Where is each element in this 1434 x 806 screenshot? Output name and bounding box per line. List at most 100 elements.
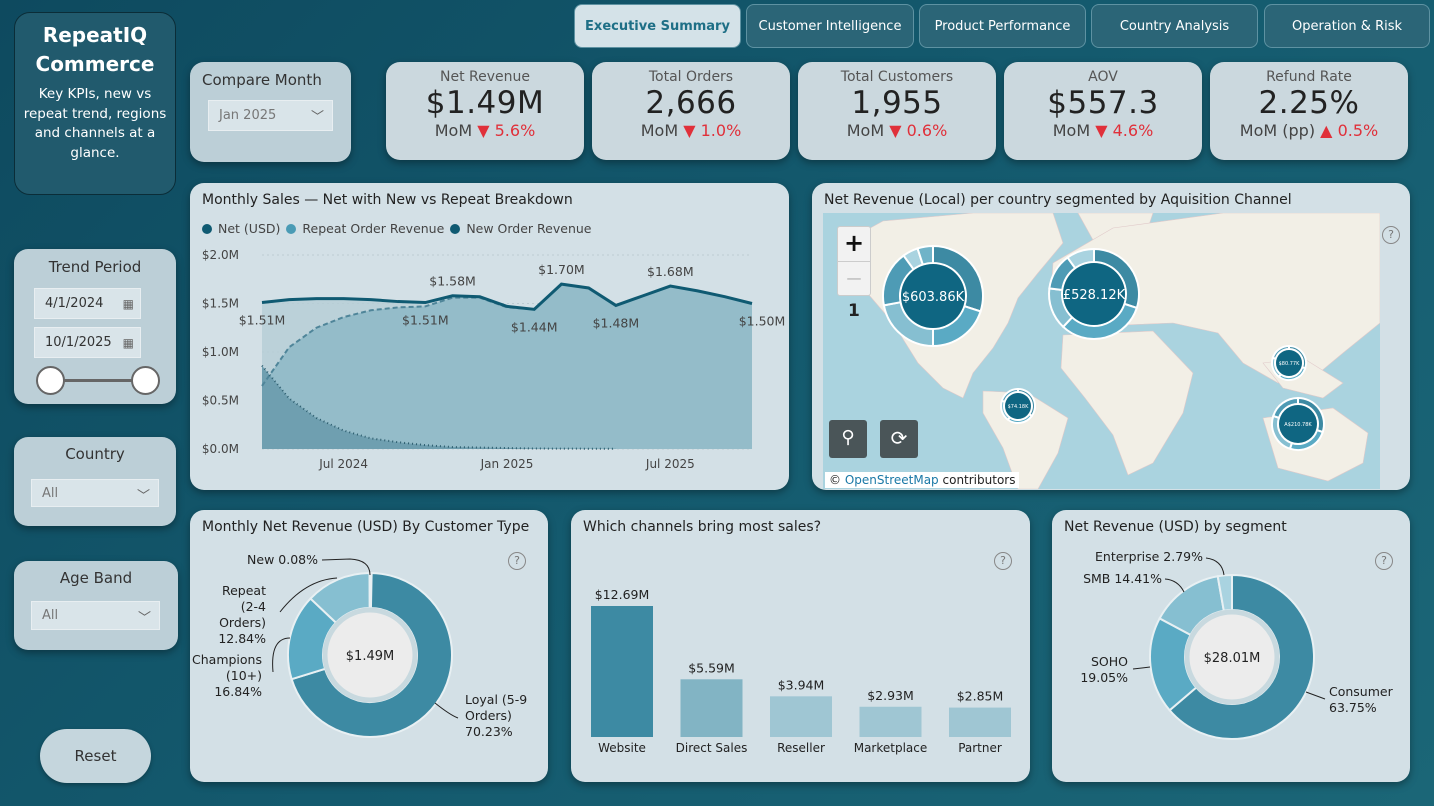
kpi-total-orders: Total Orders 2,666 MoM ▼ 1.0%: [592, 62, 790, 160]
chart-title: Monthly Sales — Net with New vs Repeat B…: [202, 192, 573, 208]
arrow-up-icon: ▲: [1320, 121, 1333, 140]
arrow-down-icon: ▼: [477, 121, 490, 140]
legend-net[interactable]: Net (USD): [218, 221, 281, 236]
country-value: All: [42, 485, 59, 501]
brand-title-1: RepeatIQ: [42, 23, 148, 47]
legend-repeat[interactable]: Repeat Order Revenue: [302, 221, 445, 236]
tab-operation-risk[interactable]: Operation & Risk: [1264, 4, 1430, 48]
country-bubble-label: $74.18K: [1008, 404, 1029, 410]
country-label: Country: [65, 445, 125, 463]
calendar-icon[interactable]: ▦: [122, 296, 134, 311]
kpi-label: Refund Rate: [1266, 69, 1352, 85]
lasso-icon[interactable]: ⚲: [829, 420, 867, 458]
osm-link[interactable]: OpenStreetMap: [844, 473, 939, 487]
tab-country-analysis[interactable]: Country Analysis: [1091, 4, 1258, 48]
brand-subtitle: Key KPIs, new vs repeat trend, regions a…: [23, 86, 167, 161]
country-bubble-center: [901, 264, 965, 328]
kpi-label: Total Customers: [840, 69, 954, 85]
chart-title: Net Revenue (USD) by segment: [1064, 519, 1287, 535]
zoom-out-button[interactable]: —: [846, 269, 862, 287]
tab-customer-intelligence[interactable]: Customer Intelligence: [746, 4, 914, 48]
compare-month-dropdown[interactable]: Jan 2025 ﹀: [208, 100, 333, 131]
zoom-controls: + —: [837, 226, 871, 296]
kpi-value: $557.3: [1047, 85, 1159, 121]
slider-track: [50, 379, 146, 382]
legend: Net (USD) Repeat Order Revenue New Order…: [202, 221, 591, 236]
country-bubble-segment: [916, 244, 934, 266]
country-bubble-label: A$210.78K: [1284, 422, 1312, 428]
channels-card: Which channels bring most sales? ?: [571, 510, 1030, 782]
end-date-value: 10/1/2025: [45, 335, 112, 350]
kpi-mom-label: MoM (pp): [1239, 121, 1316, 140]
help-icon[interactable]: ?: [994, 552, 1012, 570]
country-bubble-label: £528.12K: [1063, 288, 1126, 303]
end-date-input[interactable]: 10/1/2025 ▦: [34, 327, 141, 358]
arrow-down-icon: ▼: [889, 121, 902, 140]
kpi-total-customers: Total Customers 1,955 MoM ▼ 0.6%: [798, 62, 996, 160]
kpi-mom-label: MoM: [1052, 121, 1091, 140]
customer-type-card: Monthly Net Revenue (USD) By Customer Ty…: [190, 510, 548, 782]
arrow-down-icon: ▼: [1095, 121, 1108, 140]
slider-start-handle[interactable]: [36, 366, 65, 395]
compare-month-value: Jan 2025: [219, 108, 277, 123]
copyright-symbol: ©: [829, 473, 841, 487]
age-band-value: All: [42, 608, 59, 623]
help-icon[interactable]: ?: [1375, 552, 1393, 570]
kpi-net-revenue: Net Revenue $1.49M MoM ▼ 5.6%: [386, 62, 584, 160]
legend-marker: [202, 223, 212, 234]
chevron-down-icon: ﹀: [310, 110, 324, 125]
brand-panel: RepeatIQ Commerce Key KPIs, new vs repea…: [14, 12, 176, 195]
zoom-level: 1: [848, 301, 860, 321]
country-bubble-center: [1279, 405, 1317, 443]
map-canvas[interactable]: $603.86K £528.12K $74.18K $80.77K A$210.78K: [823, 213, 1380, 489]
arrow-down-icon: ▼: [683, 121, 696, 140]
kpi-change: 4.6%: [1112, 121, 1154, 140]
kpi-label: Net Revenue: [440, 69, 530, 85]
age-band-label: Age Band: [59, 569, 133, 587]
help-icon[interactable]: ?: [508, 552, 526, 570]
tab-product-performance[interactable]: Product Performance: [919, 4, 1086, 48]
country-slicer: Country All ﹀: [14, 437, 176, 526]
slider-end-handle[interactable]: [131, 366, 160, 395]
chart-title: Which channels bring most sales?: [583, 519, 822, 535]
kpi-value: $1.49M: [425, 85, 545, 121]
start-date-value: 4/1/2024: [45, 296, 104, 311]
kpi-label: Total Orders: [648, 69, 734, 85]
land: [1060, 330, 1194, 476]
attribution-text: contributors: [942, 473, 1016, 487]
tab-executive-summary[interactable]: Executive Summary: [574, 4, 741, 48]
chevron-down-icon: ﹀: [137, 611, 151, 626]
kpi-change: 0.6%: [906, 121, 948, 140]
kpi-value: 2.25%: [1258, 85, 1360, 121]
map-title: Net Revenue (Local) per country segmente…: [824, 192, 1292, 208]
compare-month-slicer: Compare Month Jan 2025 ﹀: [190, 62, 351, 162]
kpi-mom-label: MoM: [846, 121, 885, 140]
map-attribution: © OpenStreetMap contributors: [825, 472, 1020, 488]
kpi-mom-label: MoM: [434, 121, 473, 140]
zoom-in-button[interactable]: +: [838, 227, 870, 262]
help-icon[interactable]: ?: [1382, 226, 1400, 244]
country-bubble-segment: [1272, 396, 1299, 420]
kpi-aov: AOV $557.3 MoM ▼ 4.6%: [1004, 62, 1202, 160]
kpi-change: 5.6%: [494, 121, 536, 140]
start-date-input[interactable]: 4/1/2024 ▦: [34, 288, 141, 319]
country-bubble-label: $603.86K: [902, 290, 965, 305]
legend-marker: [450, 223, 461, 234]
kpi-refund-rate: Refund Rate 2.25% MoM (pp) ▲ 0.5%: [1210, 62, 1408, 160]
age-band-dropdown[interactable]: All ﹀: [31, 601, 160, 630]
calendar-icon[interactable]: ▦: [122, 335, 134, 350]
kpi-value: 1,955: [851, 85, 943, 121]
country-bubble-center: [1005, 393, 1031, 419]
country-dropdown[interactable]: All ﹀: [31, 479, 159, 507]
monthly-sales-card: Monthly Sales — Net with New vs Repeat B…: [190, 183, 789, 490]
refresh-icon[interactable]: ⟳: [880, 420, 918, 458]
kpi-label: AOV: [1088, 69, 1118, 85]
legend-new[interactable]: New Order Revenue: [466, 221, 592, 236]
chart-title: Monthly Net Revenue (USD) By Customer Ty…: [202, 519, 530, 535]
age-band-slicer: Age Band All ﹀: [14, 561, 178, 650]
country-bubble-segment: [1271, 344, 1290, 360]
reset-button[interactable]: Reset: [40, 729, 151, 783]
kpi-change: 1.0%: [700, 121, 742, 140]
trend-period-label: Trend Period: [48, 258, 142, 276]
brand-title-2: Commerce: [35, 52, 155, 76]
